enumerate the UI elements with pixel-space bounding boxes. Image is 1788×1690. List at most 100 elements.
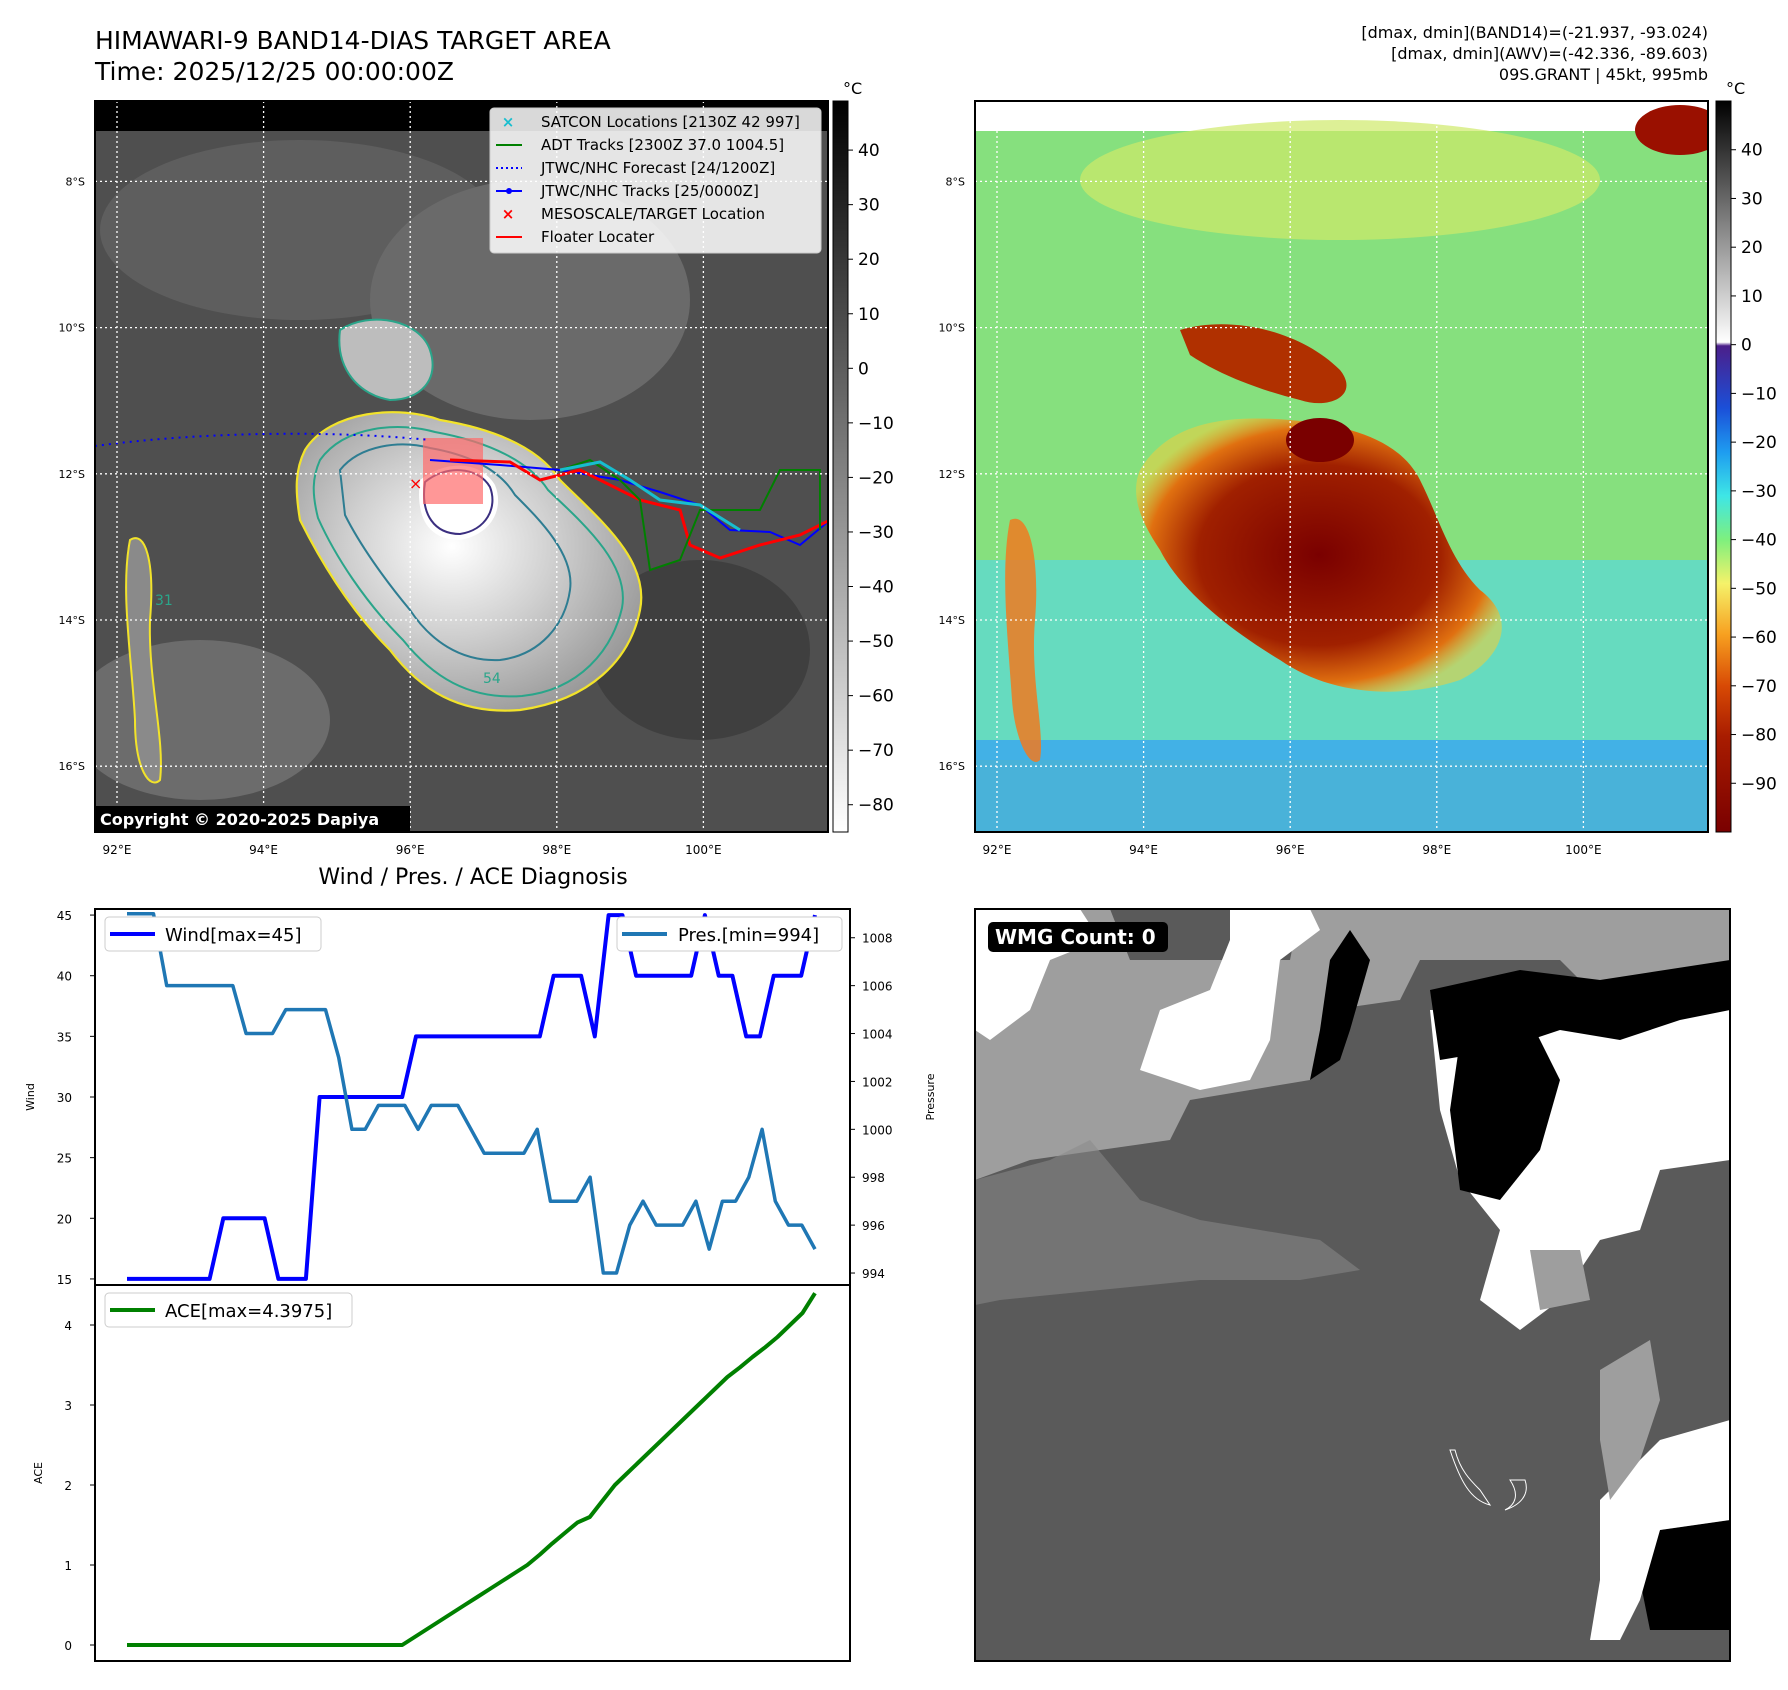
awv-colorbar-ticks: 40 30 20 10 0 −10 −20 −30 −40 −50 −60 −70 −80 −90 [1731,141,1777,794]
pressure-tick-label: 1000 [862,1123,893,1137]
colorbar-tick-label: −50 [1741,579,1777,599]
ace-tick-label: 4 [64,1319,72,1333]
lat-tick-label: 12°S [59,468,85,481]
band14-frame [94,100,829,833]
legend-marker: × [502,113,515,131]
band14-imagery: × 31 54 [95,101,828,800]
legend-box [489,107,822,254]
wmg-layer-light [1600,1340,1660,1500]
lat-tick-label: 16°S [939,760,965,773]
lat-tick-label: 14°S [939,614,965,627]
awv-colorbar-unit: °C [1726,79,1745,98]
legend-marker: × [502,205,515,223]
colorbar-tick-label: −70 [1741,677,1777,697]
colorbar-tick-label: 30 [858,196,880,216]
colorbar-tick-label: −40 [1741,531,1777,551]
colorbar-tick-label: 40 [858,141,880,161]
awv-imagery [975,101,1708,832]
figure-time: Time: 2025/12/25 00:00:00Z [95,57,454,86]
lat-tick-label: 8°S [66,175,85,188]
awv-rainband [1005,518,1042,762]
colorbar-tick-label: −20 [858,468,894,488]
stats-band14: [dmax, dmin](BAND14)=(-21.937, -93.024) [1361,23,1708,42]
copyright-badge: Copyright © 2020-2025 Dapiya [95,806,410,832]
copyright-text: Copyright © 2020-2025 Dapiya [100,810,379,829]
lon-tick-label: 98°E [1422,843,1451,857]
stats-storm: 09S.GRANT | 45kt, 995mb [1498,65,1708,84]
figure-title: HIMAWARI-9 BAND14-DIAS TARGET AREA [95,26,611,55]
colorbar-tick-label: 10 [858,305,880,325]
ace-legend: ACE[max=4.3975] [104,1292,353,1328]
rainband [126,538,161,783]
awv-moist [1080,120,1600,240]
colorbar-tick-label: 10 [1741,287,1763,307]
colorbar-tick-label: 40 [1741,141,1763,161]
pressure-tick-label: 1002 [862,1075,893,1089]
ace-tick-label: 2 [64,1479,72,1493]
diagnosis-title: Wind / Pres. / ACE Diagnosis [318,865,628,890]
colorbar-tick-label: 20 [1741,238,1763,258]
wmg-frame [974,908,1731,1662]
lat-tick-label: 8°S [946,175,965,188]
pressure-tick-label: 996 [862,1219,885,1233]
colorbar-tick-label: −40 [858,578,894,598]
wmg-panel: WMG Count: 0 [974,908,1731,1662]
lon-tick-label: 96°E [1276,843,1305,857]
forecast-track [95,432,431,447]
ace-legend-label: ACE[max=4.3975] [165,1301,332,1322]
colorbar-tick-label: −70 [858,741,894,761]
lat-tick-label: 10°S [59,322,85,335]
awv-colorbar [1715,100,1732,833]
colorbar-tick-label: −10 [1741,384,1777,404]
cloud-field [95,640,330,800]
legend-label: JTWC/NHC Forecast [24/1200Z] [540,159,775,177]
ace-tick-label: 3 [64,1399,72,1413]
wind-tick-label: 40 [57,970,72,984]
lon-tick-label: 96°E [396,843,425,857]
awv-gridlines [975,101,1708,832]
ace-tick-label: 0 [64,1639,72,1653]
legend-label: MESOSCALE/TARGET Location [541,205,765,223]
pressure-tick-label: 998 [862,1171,885,1185]
copyright-bg [95,806,410,832]
lon-tick-label: 94°E [1129,843,1158,857]
stats-block: [dmax, dmin](BAND14)=(-21.937, -93.024) … [1361,22,1708,85]
legend-box [616,916,843,952]
wmg-badge-text: WMG Count: 0 [995,925,1156,949]
pressure-tick-label: 1004 [862,1028,893,1042]
diagnosis-panel: 1520253035404599499699810001002100410061… [24,908,937,1662]
pressure-tick-label: 1006 [862,980,893,994]
ace-axes [94,1284,851,1662]
awv-panel: 92°E 94°E 96°E 98°E 100°E 8°S 10°S 12°S 14°S 16°S… [939,79,1777,857]
wind-legend-label: Wind[max=45] [165,925,302,946]
wind-tick-label: 15 [57,1273,72,1287]
lat-tick-label: 16°S [59,760,85,773]
colorbar-tick-label: −50 [858,632,894,652]
cloud-field [590,560,810,740]
legend-label: SATCON Locations [2130Z 42 997] [541,113,800,131]
wmg-badge-bg [988,922,1168,952]
colorbar-tick-label: −80 [1741,726,1777,746]
contour-yellow [295,411,643,712]
pressure-tick-label: 1008 [862,932,893,946]
stats-awv: [dmax, dmin](AWV)=(-42.336, -89.603) [1391,44,1708,63]
legend-box [104,1292,353,1328]
legend-label: JTWC/NHC Tracks [25/0000Z] [540,182,759,200]
wmg-badge: WMG Count: 0 [988,922,1168,952]
colorbar-tick-label: 30 [1741,189,1763,209]
legend-label: ADT Tracks [2300Z 37.0 1004.5] [541,136,784,154]
legend-marker-dot [506,188,512,194]
colorbar-tick-label: 20 [858,250,880,270]
band14-panel: × 31 54 92°E 94°E 96°E 98°E 100°E 8°S 10°S 12°S… [59,79,894,857]
wmg-imagery [975,909,1730,1640]
colorbar-tick-label: −30 [858,523,894,543]
wmg-layer-mid [975,1140,1360,1305]
colorbar-tick-label: −20 [1741,433,1777,453]
cyclone-cloud-mass [296,412,642,711]
wind-tick-label: 35 [57,1030,72,1044]
wmg-layer-light [975,909,1730,1180]
ace-plot: 0 1 2 3 4 [64,1292,817,1653]
awv-frame [974,100,1709,833]
target-marker: × [409,474,422,493]
